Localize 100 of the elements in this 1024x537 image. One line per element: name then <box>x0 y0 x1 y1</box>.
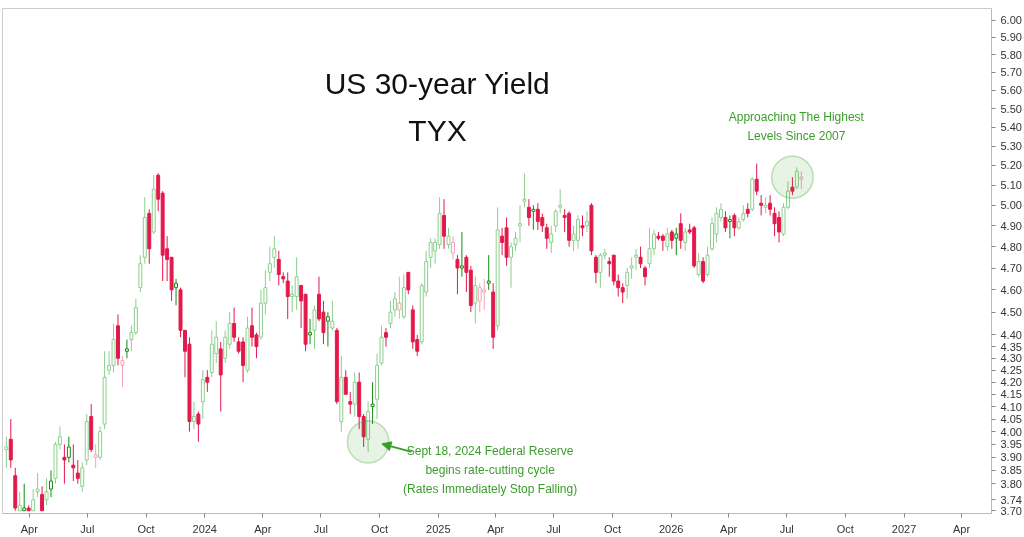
y-tick-label: 6.00 <box>1000 14 1022 27</box>
candlestick <box>674 227 679 256</box>
candlestick <box>683 227 688 252</box>
candlestick <box>200 369 205 420</box>
candlestick <box>535 202 540 231</box>
candlestick <box>754 163 759 196</box>
candlestick <box>384 327 388 348</box>
y-tick-label: 4.00 <box>1000 425 1022 438</box>
candlestick <box>482 278 487 311</box>
candlestick <box>455 254 460 295</box>
y-tick-label: 4.90 <box>1000 219 1022 232</box>
candlestick <box>526 198 531 227</box>
candlestick <box>593 254 598 284</box>
text: US 30-year Yield <box>324 67 550 100</box>
y-tick-label: 5.90 <box>1000 31 1022 44</box>
candlestick <box>794 166 799 190</box>
candlestick <box>120 355 125 388</box>
candlestick <box>477 282 482 313</box>
y-tick-label: 4.70 <box>1000 262 1022 275</box>
x-tick-label: 2025 <box>426 522 451 535</box>
candlestick <box>370 381 375 425</box>
candlestick <box>625 267 630 300</box>
y-tick-label: 4.40 <box>1000 328 1022 341</box>
candlestick <box>665 227 670 252</box>
y-tick-label: 3.70 <box>1000 504 1022 517</box>
y-tick-label: 3.74 <box>1000 493 1022 506</box>
candlestick <box>174 278 179 306</box>
candlestick <box>553 208 558 233</box>
candlestick <box>701 256 706 284</box>
candlestick <box>500 227 505 256</box>
candlestick <box>348 391 353 415</box>
candlestick <box>8 418 13 469</box>
candlestick <box>669 229 674 250</box>
candlestick <box>732 212 737 237</box>
candlestick <box>459 231 464 278</box>
candlestick <box>4 436 9 469</box>
candlestick <box>138 254 143 293</box>
y-tick-label: 5.40 <box>1000 121 1022 134</box>
y-tick-label: 4.25 <box>1000 364 1022 377</box>
x-tick-label: Oct <box>137 522 155 535</box>
y-tick-label: 4.35 <box>1000 340 1022 353</box>
y-tick-label: 4.50 <box>1000 306 1022 319</box>
candlestick <box>352 372 357 418</box>
x-tick-label: Apr <box>487 522 505 535</box>
y-tick-label: 4.80 <box>1000 240 1022 253</box>
x-tick-label: Oct <box>836 522 854 535</box>
y-tick-label: 4.30 <box>1000 352 1022 365</box>
y-tick-label: 5.80 <box>1000 48 1022 61</box>
candlestick <box>397 276 402 320</box>
candlestick <box>634 248 639 271</box>
candlestick <box>272 235 277 269</box>
candlestick <box>232 307 237 343</box>
candlestick <box>486 254 491 291</box>
candlestick <box>267 246 272 282</box>
y-tick-label: 4.05 <box>1000 413 1022 426</box>
candlestick <box>124 339 129 359</box>
candlestick <box>75 459 80 485</box>
annotation: Approaching The Highest Levels Since 2007 <box>728 110 865 144</box>
y-tick-label: 3.80 <box>1000 477 1022 490</box>
candlestick <box>696 252 701 278</box>
y-tick-label: 4.10 <box>1000 400 1022 413</box>
candlestick <box>343 369 348 395</box>
candlestick <box>473 276 478 324</box>
candlestick <box>643 265 647 286</box>
x-tick-label: Jul <box>779 522 794 535</box>
candlestick <box>558 188 563 214</box>
y-tick-label: 5.50 <box>1000 102 1022 115</box>
candlestick <box>40 485 45 512</box>
candlestick <box>598 252 603 289</box>
candlestick <box>285 271 290 320</box>
candlestick <box>406 271 411 295</box>
y-tick-label: 4.60 <box>1000 283 1022 296</box>
x-tick-label: 2026 <box>658 522 684 535</box>
y-tick-label: 5.70 <box>1000 66 1022 79</box>
candlestick <box>540 212 545 233</box>
x-tick-label: Jul <box>546 522 561 535</box>
y-tick-label: 5.60 <box>1000 84 1022 97</box>
candlestick <box>660 233 665 252</box>
x-tick-label: Apr <box>254 522 272 535</box>
candlestick <box>759 194 764 216</box>
x-tick-label: Oct <box>603 522 622 535</box>
candlestick <box>62 443 67 485</box>
candlestick <box>205 369 210 393</box>
x-tick-label: Oct <box>371 522 389 535</box>
candlestick <box>35 472 40 498</box>
candlestick <box>620 282 625 304</box>
candlestick <box>585 210 589 233</box>
candlestick <box>330 300 335 331</box>
x-tick-label: Apr <box>20 522 39 535</box>
x-tick-label: 2027 <box>891 522 917 535</box>
candlestick <box>549 225 554 254</box>
candlestick <box>196 411 201 443</box>
y-tick-label: 5.10 <box>1000 179 1022 192</box>
candlestick <box>544 223 549 250</box>
y-tick-label: 4.15 <box>1000 388 1022 401</box>
candlestick <box>44 477 49 506</box>
candlestick <box>522 172 527 208</box>
candlestick <box>428 237 433 269</box>
candlestick <box>705 246 710 278</box>
candlestick <box>325 311 330 348</box>
